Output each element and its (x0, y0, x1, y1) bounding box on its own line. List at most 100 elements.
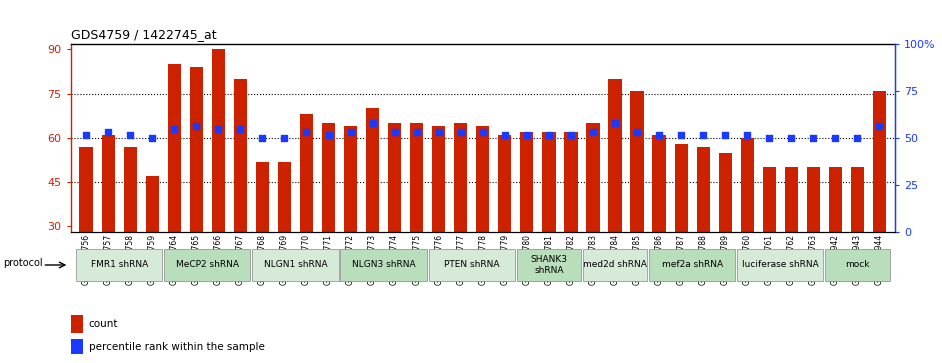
Bar (785, 167, 798, 315)
Point (255, 135, 270, 141)
Point (629, 129, 644, 135)
Bar (432, 126, 446, 315)
Point (365, 120, 381, 126)
Bar (851, 167, 864, 315)
Text: count: count (89, 319, 119, 329)
Bar (71, 315, 83, 333)
FancyBboxPatch shape (517, 249, 581, 281)
FancyBboxPatch shape (340, 249, 427, 281)
Bar (630, 91, 643, 315)
Text: MeCP2 shRNA: MeCP2 shRNA (176, 261, 238, 269)
Point (475, 129, 490, 135)
FancyBboxPatch shape (76, 249, 162, 281)
Point (431, 129, 447, 135)
Text: protocol: protocol (4, 258, 43, 268)
Bar (520, 132, 533, 315)
Text: med2d shRNA: med2d shRNA (583, 261, 647, 269)
Point (608, 120, 623, 126)
FancyBboxPatch shape (252, 249, 338, 281)
Point (695, 132, 710, 138)
Point (453, 129, 468, 135)
Point (739, 132, 755, 138)
Bar (586, 123, 599, 315)
Bar (366, 109, 380, 315)
Bar (146, 176, 159, 315)
Point (563, 132, 578, 138)
Point (321, 132, 336, 138)
FancyBboxPatch shape (429, 249, 515, 281)
Bar (102, 135, 115, 315)
Text: NLGN1 shRNA: NLGN1 shRNA (264, 261, 327, 269)
FancyBboxPatch shape (164, 249, 251, 281)
Bar (71, 339, 83, 354)
Bar (454, 123, 467, 315)
Bar (256, 162, 269, 315)
Point (784, 135, 799, 141)
Bar (212, 49, 225, 315)
Text: mock: mock (845, 261, 869, 269)
Point (122, 132, 138, 138)
Bar (674, 144, 688, 315)
Point (299, 129, 314, 135)
Bar (322, 123, 335, 315)
Bar (543, 132, 556, 315)
Point (497, 132, 512, 138)
Bar (829, 167, 842, 315)
Point (585, 129, 600, 135)
FancyBboxPatch shape (825, 249, 889, 281)
Bar (189, 67, 203, 315)
Bar (300, 114, 313, 315)
Point (145, 135, 160, 141)
Point (233, 126, 248, 132)
Bar (168, 64, 181, 315)
Text: FMR1 shRNA: FMR1 shRNA (90, 261, 148, 269)
Bar (234, 79, 247, 315)
Point (718, 132, 733, 138)
Text: PTEN shRNA: PTEN shRNA (444, 261, 499, 269)
Bar (763, 167, 776, 315)
Bar (344, 126, 357, 315)
Point (343, 129, 358, 135)
Bar (123, 147, 137, 315)
Point (674, 132, 689, 138)
Point (828, 135, 843, 141)
Point (850, 135, 865, 141)
Point (277, 135, 292, 141)
Text: NLGN3 shRNA: NLGN3 shRNA (351, 261, 415, 269)
Bar (696, 147, 709, 315)
Bar (388, 123, 401, 315)
FancyBboxPatch shape (649, 249, 736, 281)
Point (78, 132, 93, 138)
Bar (278, 162, 291, 315)
Point (652, 132, 667, 138)
Bar (498, 135, 512, 315)
FancyBboxPatch shape (737, 249, 823, 281)
Bar (653, 135, 666, 315)
Point (542, 132, 557, 138)
Point (211, 126, 226, 132)
Text: GDS4759 / 1422745_at: GDS4759 / 1422745_at (71, 28, 217, 41)
Bar (806, 167, 820, 315)
Point (167, 126, 182, 132)
Bar (719, 153, 732, 315)
Bar (609, 79, 622, 315)
Point (188, 123, 203, 129)
Text: percentile rank within the sample: percentile rank within the sample (89, 342, 265, 352)
Point (762, 135, 777, 141)
Text: luciferase shRNA: luciferase shRNA (742, 261, 819, 269)
Point (409, 129, 424, 135)
Bar (873, 91, 886, 315)
Text: SHANK3
shRNA: SHANK3 shRNA (530, 255, 567, 275)
Text: mef2a shRNA: mef2a shRNA (661, 261, 723, 269)
Bar (410, 123, 423, 315)
Point (872, 123, 887, 129)
Bar (564, 132, 577, 315)
Bar (79, 147, 92, 315)
FancyBboxPatch shape (583, 249, 647, 281)
Point (387, 129, 402, 135)
Point (519, 132, 534, 138)
Bar (476, 126, 490, 315)
Point (805, 135, 820, 141)
Point (101, 129, 116, 135)
Bar (740, 138, 754, 315)
